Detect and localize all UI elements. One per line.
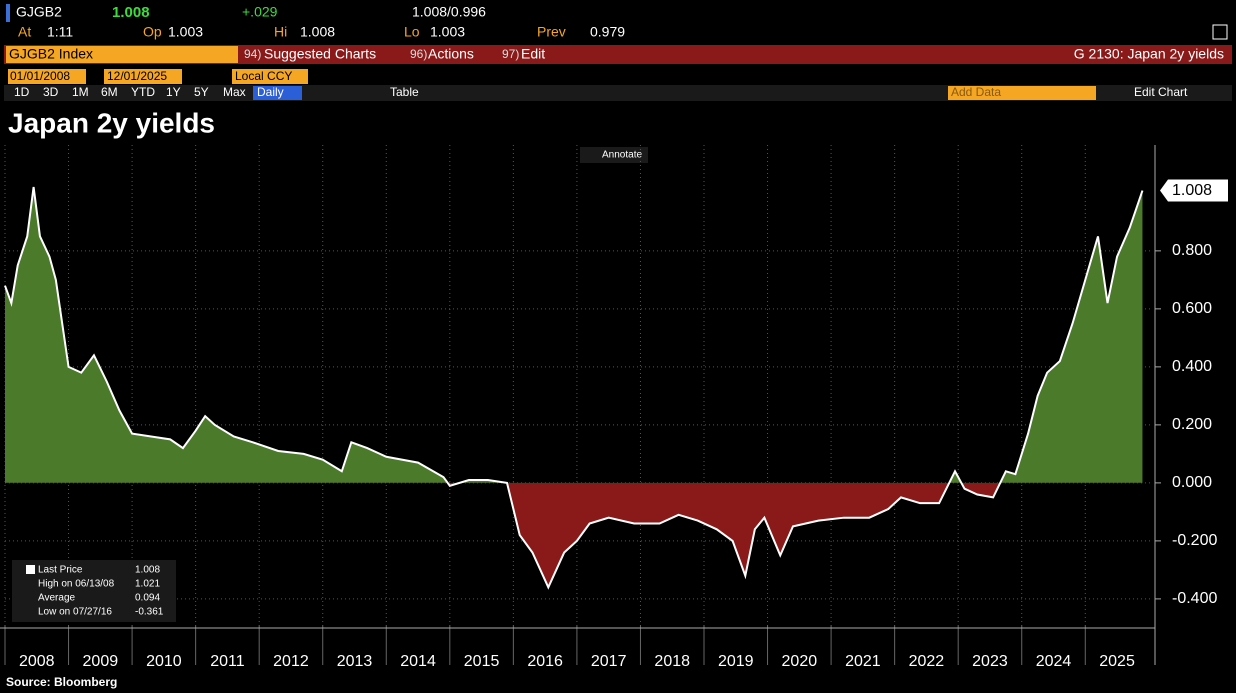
stats-value: 0.094 [135, 593, 160, 604]
marker [6, 4, 10, 22]
source: Source: Bloomberg [6, 675, 117, 689]
end-date-box[interactable] [104, 69, 182, 84]
x-tick-label: 2020 [782, 653, 818, 670]
table-button[interactable]: Table [390, 85, 419, 99]
annotate[interactable]: Annotate [602, 150, 642, 161]
low: 1.003 [430, 24, 465, 40]
x-tick-label: 2024 [1036, 653, 1072, 670]
stats-value: 1.008 [135, 565, 160, 576]
stats-label: Last Price [38, 565, 83, 576]
x-tick-label: 2018 [654, 653, 690, 670]
high: 1.008 [300, 24, 335, 40]
price: 1.008 [112, 4, 150, 21]
period-button[interactable]: 3D [43, 85, 59, 99]
period-button[interactable]: 5Y [194, 85, 209, 99]
end-date[interactable]: 12/01/2025 [107, 69, 167, 83]
chart-title: Japan 2y yields [8, 107, 215, 138]
x-tick-label: 2013 [337, 653, 373, 670]
toolbar [4, 85, 1232, 101]
stats-swatch [26, 565, 35, 574]
bid-ask: 1.008/0.996 [412, 4, 486, 20]
annotate-box[interactable] [580, 147, 648, 163]
period-button[interactable]: 1Y [166, 85, 181, 99]
x-tick-label: 2016 [527, 653, 563, 670]
menu-code: 94) [244, 47, 261, 61]
area-positive [5, 187, 1143, 483]
period-button[interactable]: 6M [101, 85, 118, 99]
x-tick-label: 2009 [83, 653, 119, 670]
change: +.029 [242, 4, 278, 20]
prev: 0.979 [590, 24, 625, 40]
y-tick-label: -0.400 [1172, 590, 1217, 607]
open-label: Op [143, 24, 162, 40]
suggested-charts[interactable]: Suggested Charts [264, 46, 376, 62]
time-label: At [18, 24, 31, 40]
x-tick-label: 2023 [972, 653, 1008, 670]
currency-box[interactable] [232, 69, 308, 84]
x-tick-label: 2012 [273, 653, 309, 670]
ticker: GJGB2 [16, 4, 62, 20]
stats-value: 1.021 [135, 579, 160, 590]
y-tick-label: 0.000 [1172, 474, 1212, 491]
period-button[interactable]: YTD [131, 85, 155, 99]
x-tick-label: 2019 [718, 653, 754, 670]
stats-box [12, 560, 176, 622]
security-box[interactable] [6, 46, 238, 63]
prev-label: Prev [537, 24, 566, 40]
period-button[interactable]: Max [223, 85, 246, 99]
add-data[interactable]: Add Data [951, 85, 1001, 99]
security[interactable]: GJGB2 Index [9, 46, 93, 62]
area-negative [447, 482, 1001, 588]
low-label: Lo [404, 24, 420, 40]
x-tick-label: 2021 [845, 653, 881, 670]
menu-bar [4, 45, 1232, 64]
y-tick-label: 0.200 [1172, 416, 1212, 433]
last-price-flag [1160, 179, 1228, 202]
edit[interactable]: Edit [521, 46, 545, 62]
last-price-label: 1.008 [1172, 182, 1212, 199]
period-button[interactable]: 1M [72, 85, 89, 99]
high-label: Hi [274, 24, 287, 40]
plot: 2008 2009 2010 2011 2012 2013 2014 2015 2016 2017… [0, 145, 1228, 670]
page-name: G 2130: Japan 2y yields [1074, 46, 1224, 62]
y-tick-label: 0.400 [1172, 358, 1212, 375]
x-tick-label: 2017 [591, 653, 627, 670]
frequency[interactable]: Daily [257, 85, 284, 99]
start-date[interactable]: 01/01/2008 [10, 69, 70, 83]
x-tick-label: 2011 [210, 653, 245, 670]
line [4, 186, 1144, 590]
y-tick-label: 0.600 [1172, 300, 1212, 317]
menu-code: 97) [502, 47, 519, 61]
add-data-box[interactable] [948, 86, 1096, 100]
stats-label: Low on 07/27/16 [38, 607, 112, 618]
x-tick-label: 2008 [19, 653, 55, 670]
stats-label: High on 06/13/08 [38, 579, 115, 590]
x-tick-label: 2025 [1099, 653, 1135, 670]
x-tick-label: 2022 [909, 653, 945, 670]
frequency-box[interactable] [253, 86, 302, 100]
periods: 1D 3D 1M 6M YTD 1Y 5Y Max [14, 85, 246, 99]
stats-label: Average [38, 593, 76, 604]
menu-code: 96) [410, 47, 427, 61]
start-date-box[interactable] [8, 69, 86, 84]
y-tick-label: -0.200 [1172, 532, 1217, 549]
currency[interactable]: Local CCY [235, 69, 292, 83]
actions[interactable]: Actions [428, 46, 474, 62]
y-tick-label: 0.800 [1172, 242, 1212, 259]
x-tick-label: 2015 [464, 653, 500, 670]
edit-chart[interactable]: Edit Chart [1134, 85, 1188, 99]
stats-value: -0.361 [135, 607, 164, 618]
popout-icon[interactable] [1212, 24, 1228, 40]
x-tick-label: 2014 [400, 653, 436, 670]
open: 1.003 [168, 24, 203, 40]
period-button[interactable]: 1D [14, 85, 30, 99]
x-tick-label: 2010 [146, 653, 182, 670]
time: 1:11 [47, 24, 73, 40]
